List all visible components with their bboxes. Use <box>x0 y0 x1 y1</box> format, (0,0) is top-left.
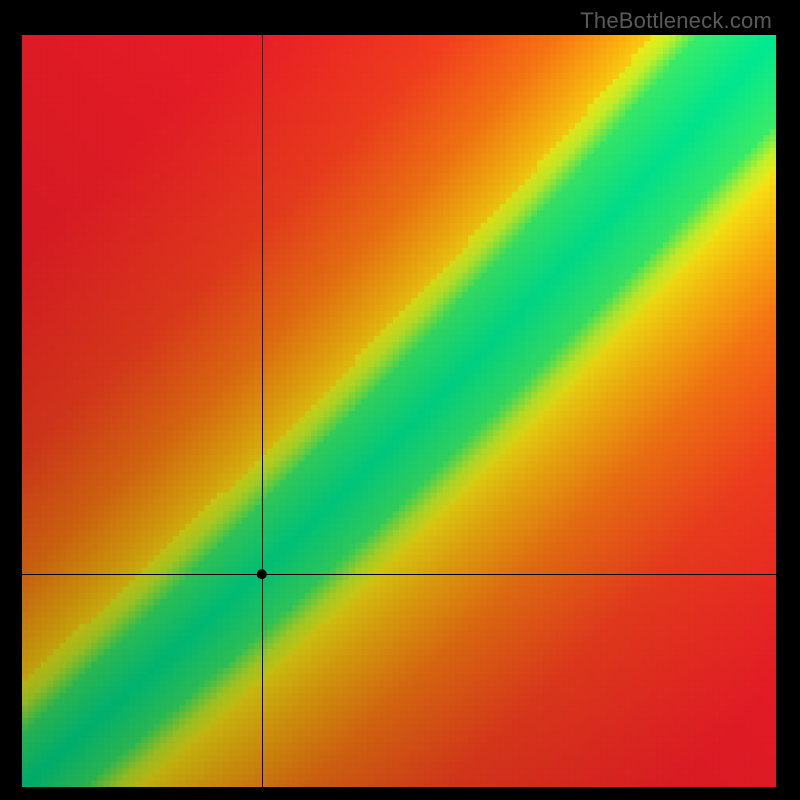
watermark-text: TheBottleneck.com <box>580 8 772 34</box>
heatmap-canvas <box>22 35 776 787</box>
heatmap-plot <box>22 35 776 787</box>
chart-frame: TheBottleneck.com <box>0 0 800 800</box>
